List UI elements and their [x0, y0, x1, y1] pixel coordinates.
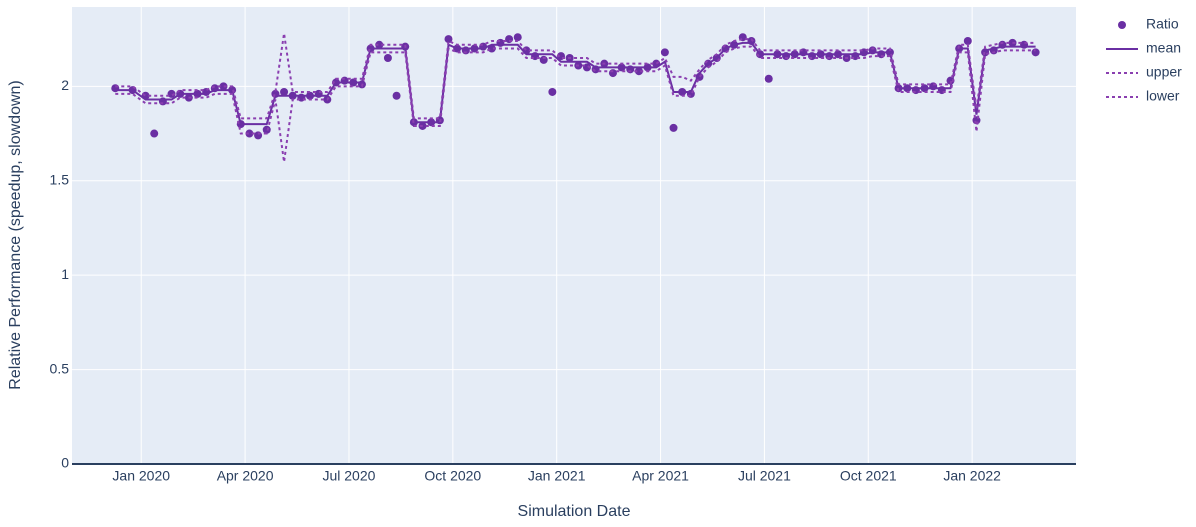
data-point — [383, 53, 392, 62]
data-point — [245, 129, 254, 138]
data-point — [1031, 48, 1040, 57]
data-point — [669, 123, 678, 132]
y-tick-label: 0.5 — [50, 360, 70, 376]
series-line — [115, 45, 1036, 162]
data-point — [150, 129, 159, 138]
data-point — [582, 63, 591, 72]
data-point — [548, 87, 557, 96]
y-tick-label: 1 — [61, 266, 69, 282]
data-point — [513, 33, 522, 42]
legend-label: upper — [1146, 64, 1182, 80]
legend-label: mean — [1146, 40, 1181, 56]
legend-label: lower — [1146, 88, 1180, 104]
x-axis-title: Simulation Date — [518, 503, 631, 520]
data-point — [764, 74, 773, 83]
data-point — [444, 35, 453, 44]
legend-marker — [1118, 21, 1126, 29]
data-point — [280, 87, 289, 96]
data-point — [219, 82, 228, 91]
x-tick-label: Apr 2021 — [632, 468, 689, 484]
data-point — [963, 36, 972, 45]
y-axis-title: Relative Performance (speedup, slowdown) — [7, 80, 24, 389]
y-tick-label: 1.5 — [50, 171, 70, 187]
x-tick-label: Jul 2020 — [322, 468, 375, 484]
plot-background — [72, 7, 1076, 464]
x-tick-label: Oct 2020 — [424, 468, 481, 484]
data-point — [375, 40, 384, 49]
series-line — [115, 33, 1036, 120]
legend-label: Ratio — [1146, 16, 1179, 32]
x-tick-label: Apr 2020 — [217, 468, 274, 484]
data-point — [392, 91, 401, 100]
x-tick-label: Jan 2020 — [112, 468, 170, 484]
data-point — [167, 89, 176, 98]
x-tick-label: Jul 2021 — [738, 468, 791, 484]
data-point — [660, 48, 669, 57]
x-tick-label: Oct 2021 — [840, 468, 897, 484]
x-tick-label: Jan 2022 — [943, 468, 1001, 484]
series-line — [115, 41, 1036, 126]
y-tick-label: 2 — [61, 77, 69, 93]
data-point — [634, 67, 643, 76]
x-tick-label: Jan 2021 — [528, 468, 586, 484]
y-tick-label: 0 — [61, 455, 69, 471]
